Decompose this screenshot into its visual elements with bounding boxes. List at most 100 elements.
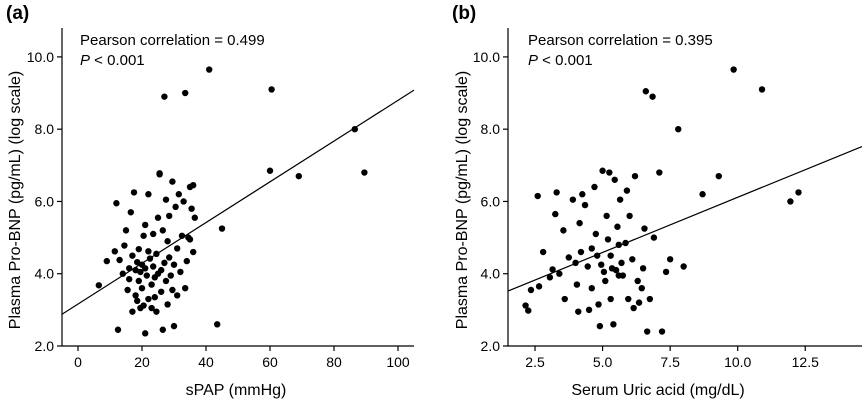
data-point xyxy=(675,125,682,133)
data-point xyxy=(153,250,160,258)
regression-line xyxy=(507,145,863,292)
data-point xyxy=(138,284,146,292)
panel-b: (b) Plasma Pro-BNP (pg/mL) (log scale) S… xyxy=(452,3,863,399)
data-point xyxy=(188,205,195,212)
data-point xyxy=(646,295,654,303)
data-point xyxy=(134,258,141,266)
x-tick-label: 10.0 xyxy=(724,354,751,370)
data-point xyxy=(598,261,605,268)
data-point xyxy=(534,192,541,200)
data-point xyxy=(535,283,543,290)
data-point xyxy=(618,259,625,267)
data-point xyxy=(134,297,141,305)
data-point xyxy=(552,210,559,218)
data-point xyxy=(635,299,643,306)
data-point xyxy=(103,257,111,265)
data-point xyxy=(113,200,120,207)
x-tick-label: 80 xyxy=(326,354,342,370)
data-point xyxy=(175,191,182,198)
data-point xyxy=(145,248,152,255)
data-point xyxy=(584,263,591,270)
data-point xyxy=(129,252,136,259)
data-point xyxy=(593,252,601,259)
data-point xyxy=(111,248,119,255)
p-value-annotation: P < 0.001 xyxy=(80,52,145,69)
data-point xyxy=(295,172,302,180)
data-point xyxy=(116,256,123,264)
data-point xyxy=(575,308,582,315)
y-tick-label: 8.0 xyxy=(481,121,501,137)
data-point xyxy=(148,304,155,312)
data-point xyxy=(126,265,133,272)
data-point xyxy=(150,230,157,238)
data-point xyxy=(612,266,620,274)
data-point xyxy=(611,176,618,183)
data-point xyxy=(164,301,171,308)
data-point xyxy=(602,277,609,285)
data-point xyxy=(190,248,197,256)
data-point xyxy=(577,248,585,256)
data-point xyxy=(576,219,583,227)
data-point xyxy=(174,245,181,252)
data-point xyxy=(145,295,152,303)
data-point xyxy=(361,169,368,176)
data-point xyxy=(622,239,629,247)
data-point xyxy=(151,294,158,301)
data-point xyxy=(114,326,122,333)
data-point xyxy=(599,167,606,174)
y-tick-label: 2.0 xyxy=(35,338,55,354)
data-point xyxy=(142,221,149,229)
x-tick-label: 60 xyxy=(262,354,278,370)
data-point xyxy=(610,321,617,328)
data-point xyxy=(158,266,165,274)
data-point xyxy=(266,167,274,174)
data-point xyxy=(218,225,226,232)
data-point xyxy=(625,295,632,303)
data-point xyxy=(174,292,181,299)
data-point xyxy=(129,308,136,315)
data-point xyxy=(132,292,139,299)
data-point xyxy=(787,198,794,205)
data-point xyxy=(137,268,144,276)
data-point xyxy=(553,189,560,196)
data-point xyxy=(595,301,602,308)
data-point xyxy=(656,169,663,176)
x-tick-label: 20 xyxy=(134,354,150,370)
x-tick-label: 100 xyxy=(386,354,410,370)
data-point xyxy=(600,268,608,276)
x-tick-label: 2.5 xyxy=(525,354,545,370)
data-point xyxy=(182,284,189,292)
data-point xyxy=(730,66,737,73)
x-tick-label: 12.5 xyxy=(792,354,819,370)
data-point xyxy=(186,236,194,243)
data-point xyxy=(153,308,160,315)
data-point xyxy=(606,169,613,176)
data-point xyxy=(638,284,645,292)
data-point xyxy=(619,272,627,279)
x-axis-label: sPAP (mmHg) xyxy=(186,382,287,399)
data-point xyxy=(607,252,614,259)
data-point xyxy=(130,189,138,196)
data-point xyxy=(591,183,598,191)
y-axis-label: Plasma Pro-BNP (pg/mL) (log scale) xyxy=(7,71,24,329)
data-point xyxy=(546,274,554,281)
data-point xyxy=(167,272,174,279)
data-point xyxy=(214,321,221,328)
y-tick-label: 4.0 xyxy=(35,266,55,282)
data-point xyxy=(603,212,610,220)
data-point xyxy=(639,265,647,272)
data-point xyxy=(122,227,130,234)
panel-label: (a) xyxy=(6,3,29,24)
p-value-annotation: P < 0.001 xyxy=(528,52,593,69)
data-point xyxy=(758,86,766,93)
data-point xyxy=(95,282,103,289)
data-point xyxy=(169,178,176,185)
data-point xyxy=(615,241,622,249)
data-point xyxy=(596,322,604,330)
data-point xyxy=(127,209,134,216)
data-point xyxy=(132,266,139,274)
data-point xyxy=(183,257,190,265)
data-point xyxy=(588,284,595,292)
x-tick-label: 40 xyxy=(198,354,214,370)
data-point xyxy=(630,304,637,312)
